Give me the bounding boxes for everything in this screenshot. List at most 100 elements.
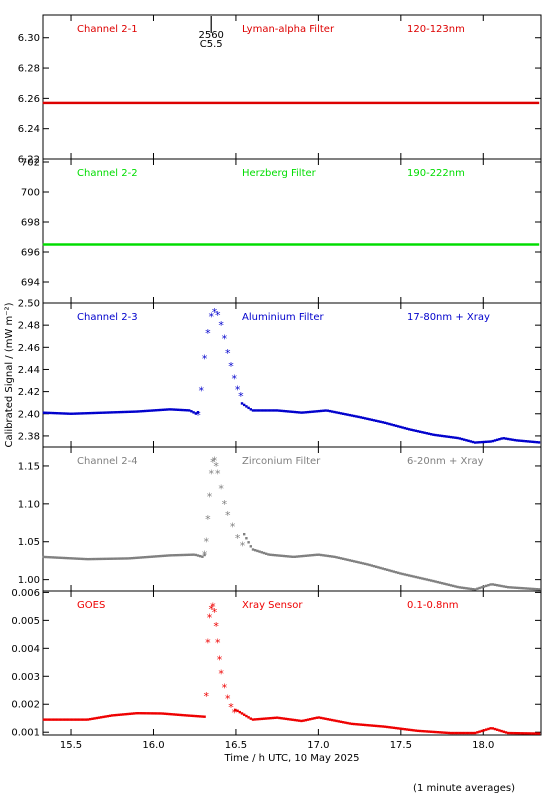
data-point — [196, 101, 200, 105]
data-point — [392, 423, 395, 427]
data-point — [60, 556, 63, 560]
data-point — [427, 578, 431, 582]
data-point — [353, 722, 356, 726]
data-point — [179, 553, 182, 557]
data-point — [150, 409, 153, 412]
data-point — [496, 101, 500, 105]
data-point — [452, 243, 456, 246]
flare-point: * — [207, 490, 213, 503]
data-point — [88, 101, 92, 105]
data-point — [366, 563, 369, 566]
data-point — [273, 716, 277, 720]
data-point — [108, 101, 112, 105]
data-point — [524, 101, 528, 105]
data-point — [162, 243, 166, 246]
data-point — [436, 434, 439, 437]
data-point — [337, 720, 340, 723]
data-point — [316, 243, 320, 246]
data-point — [267, 553, 270, 556]
data-point — [304, 554, 307, 557]
data-point — [487, 727, 490, 731]
data-point — [58, 412, 61, 415]
data-point — [509, 586, 512, 589]
data-point — [509, 438, 512, 441]
data-point — [317, 409, 321, 413]
data-point — [320, 553, 323, 557]
data-point — [364, 723, 367, 727]
data-point — [465, 587, 468, 590]
data-point — [264, 243, 268, 246]
data-point — [312, 243, 316, 246]
data-point — [348, 559, 351, 562]
data-point — [399, 572, 402, 575]
flare-point: * — [215, 309, 221, 322]
data-point — [426, 243, 430, 246]
data-point — [510, 243, 514, 246]
data-point — [56, 243, 60, 246]
data-point — [254, 549, 257, 552]
data-point — [212, 101, 216, 105]
data-point — [452, 584, 455, 588]
data-point — [62, 101, 66, 105]
data-point — [498, 729, 501, 732]
data-point — [454, 436, 457, 439]
data-point — [406, 101, 410, 105]
data-point — [339, 720, 343, 723]
data-point — [258, 409, 261, 412]
data-point — [449, 731, 453, 735]
data-point — [155, 555, 158, 558]
data-point — [78, 718, 81, 721]
data-point — [242, 101, 246, 105]
data-point — [188, 714, 191, 717]
data-point — [73, 557, 76, 560]
data-point — [388, 101, 392, 105]
data-point — [302, 101, 306, 105]
data-point — [278, 243, 282, 246]
flare-point: * — [204, 690, 210, 703]
data-point — [269, 716, 272, 720]
data-point — [346, 101, 350, 105]
data-point — [110, 243, 114, 246]
data-point — [350, 559, 354, 563]
data-point — [247, 541, 250, 544]
data-point — [254, 718, 257, 721]
y-tick-label: 0.004 — [11, 644, 40, 655]
data-point — [430, 243, 434, 246]
data-point — [282, 243, 286, 246]
data-point — [80, 412, 83, 415]
data-point — [111, 714, 114, 717]
data-point — [364, 101, 368, 105]
data-point — [176, 243, 180, 246]
data-point — [354, 243, 358, 246]
data-point — [296, 243, 300, 246]
data-point — [332, 101, 336, 105]
data-point — [287, 555, 290, 558]
data-point — [434, 433, 437, 437]
channel-label: Channel 2-2 — [77, 168, 138, 179]
data-point — [161, 712, 164, 715]
data-point — [342, 557, 345, 561]
data-point — [420, 101, 424, 105]
data-point — [516, 243, 520, 246]
data-point — [333, 410, 336, 414]
filter-label: Zirconium Filter — [242, 456, 321, 467]
data-point — [531, 440, 534, 443]
data-point — [256, 243, 260, 246]
data-point — [485, 584, 488, 588]
data-point — [278, 716, 281, 720]
data-point — [44, 243, 48, 246]
data-point — [247, 406, 250, 410]
data-point — [135, 410, 138, 413]
data-point — [428, 101, 432, 105]
flare-point: * — [222, 681, 228, 694]
data-point — [418, 101, 422, 105]
data-point — [500, 437, 503, 440]
data-point — [526, 101, 530, 105]
data-point — [144, 243, 148, 246]
data-point — [450, 243, 454, 246]
data-point — [513, 731, 516, 735]
y-tick-label: 698 — [21, 218, 40, 229]
data-point — [403, 573, 406, 576]
y-tick-label: 1.05 — [18, 537, 40, 548]
data-point — [62, 556, 65, 560]
